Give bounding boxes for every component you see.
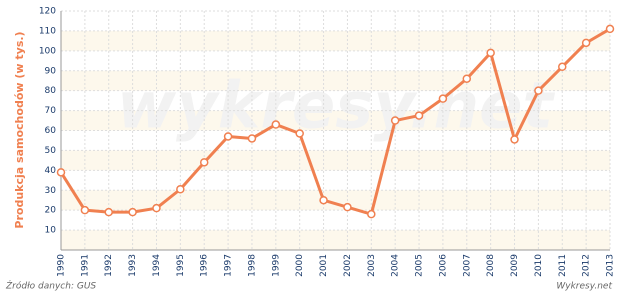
x-tick-label: 2000 — [295, 254, 305, 277]
x-tick-label: 1992 — [104, 254, 114, 277]
x-tick-label: 1999 — [271, 254, 281, 277]
point — [486, 48, 495, 58]
x-tick-label: 2009 — [510, 254, 520, 277]
x-tick-label: 2013 — [606, 254, 616, 277]
y-tick-label: 120 — [39, 7, 56, 17]
watermark: wykresy.net — [117, 70, 556, 144]
x-tick-label: 2005 — [415, 254, 425, 277]
x-tick-label: 2006 — [438, 254, 448, 277]
point — [271, 120, 281, 129]
y-tick-label: 60 — [45, 126, 57, 136]
x-tick-label: 1997 — [224, 254, 234, 277]
x-tick-label: 1991 — [80, 254, 90, 277]
point — [104, 207, 113, 217]
x-tick-label: 2002 — [343, 254, 353, 277]
y-tick-label: 10 — [45, 226, 57, 236]
x-tick-label: 1995 — [176, 254, 186, 277]
point — [438, 94, 448, 103]
x-tick-label: 2010 — [534, 254, 544, 277]
y-tick-label: 100 — [39, 46, 56, 56]
x-tick-label: 2001 — [319, 254, 329, 277]
band — [61, 110, 610, 131]
point — [223, 132, 233, 141]
band — [61, 230, 610, 250]
y-tick-label: 90 — [45, 66, 57, 76]
x-tick-label: 1996 — [200, 254, 210, 277]
x-tick-label: 2011 — [558, 254, 568, 277]
point — [128, 207, 137, 217]
point — [295, 129, 304, 138]
point — [199, 158, 209, 167]
point — [414, 111, 424, 120]
point — [319, 195, 328, 205]
point — [176, 185, 185, 194]
band — [61, 190, 610, 211]
y-tick-label: 110 — [39, 26, 56, 36]
x-tick-label: 1994 — [152, 254, 162, 277]
point — [581, 38, 591, 48]
x-tick-label: 2008 — [486, 254, 496, 277]
point — [390, 116, 400, 125]
y-tick-label: 80 — [45, 86, 57, 96]
y-axis-label: Produkcja samochodów (w tys.) — [13, 31, 26, 228]
x-tick-label: 2003 — [367, 254, 377, 277]
x-tick-label: 1998 — [247, 254, 257, 277]
point — [343, 202, 352, 212]
point — [80, 205, 90, 215]
point — [558, 62, 567, 72]
band — [61, 150, 610, 171]
point — [605, 24, 615, 34]
x-tick-label: 1990 — [57, 254, 67, 277]
point — [152, 203, 161, 213]
y-tick-label: 40 — [45, 166, 57, 176]
point — [534, 86, 543, 95]
credit: Wykresy.net — [556, 282, 612, 292]
x-tick-label: 2012 — [582, 254, 592, 277]
x-tick-label: 2007 — [462, 254, 472, 277]
point — [367, 209, 376, 219]
band — [61, 70, 610, 91]
band — [61, 30, 610, 51]
source: Źródło danych: GUS — [5, 280, 96, 292]
point — [247, 134, 257, 143]
x-tick-label: 1993 — [128, 254, 138, 277]
point — [510, 135, 519, 144]
point — [56, 168, 66, 177]
y-tick-label: 20 — [45, 206, 57, 216]
y-tick-label: 50 — [45, 146, 57, 156]
x-tick-label: 2004 — [391, 254, 401, 277]
y-tick-label: 70 — [45, 106, 57, 116]
y-tick-label: 30 — [45, 186, 57, 196]
point — [462, 74, 472, 83]
